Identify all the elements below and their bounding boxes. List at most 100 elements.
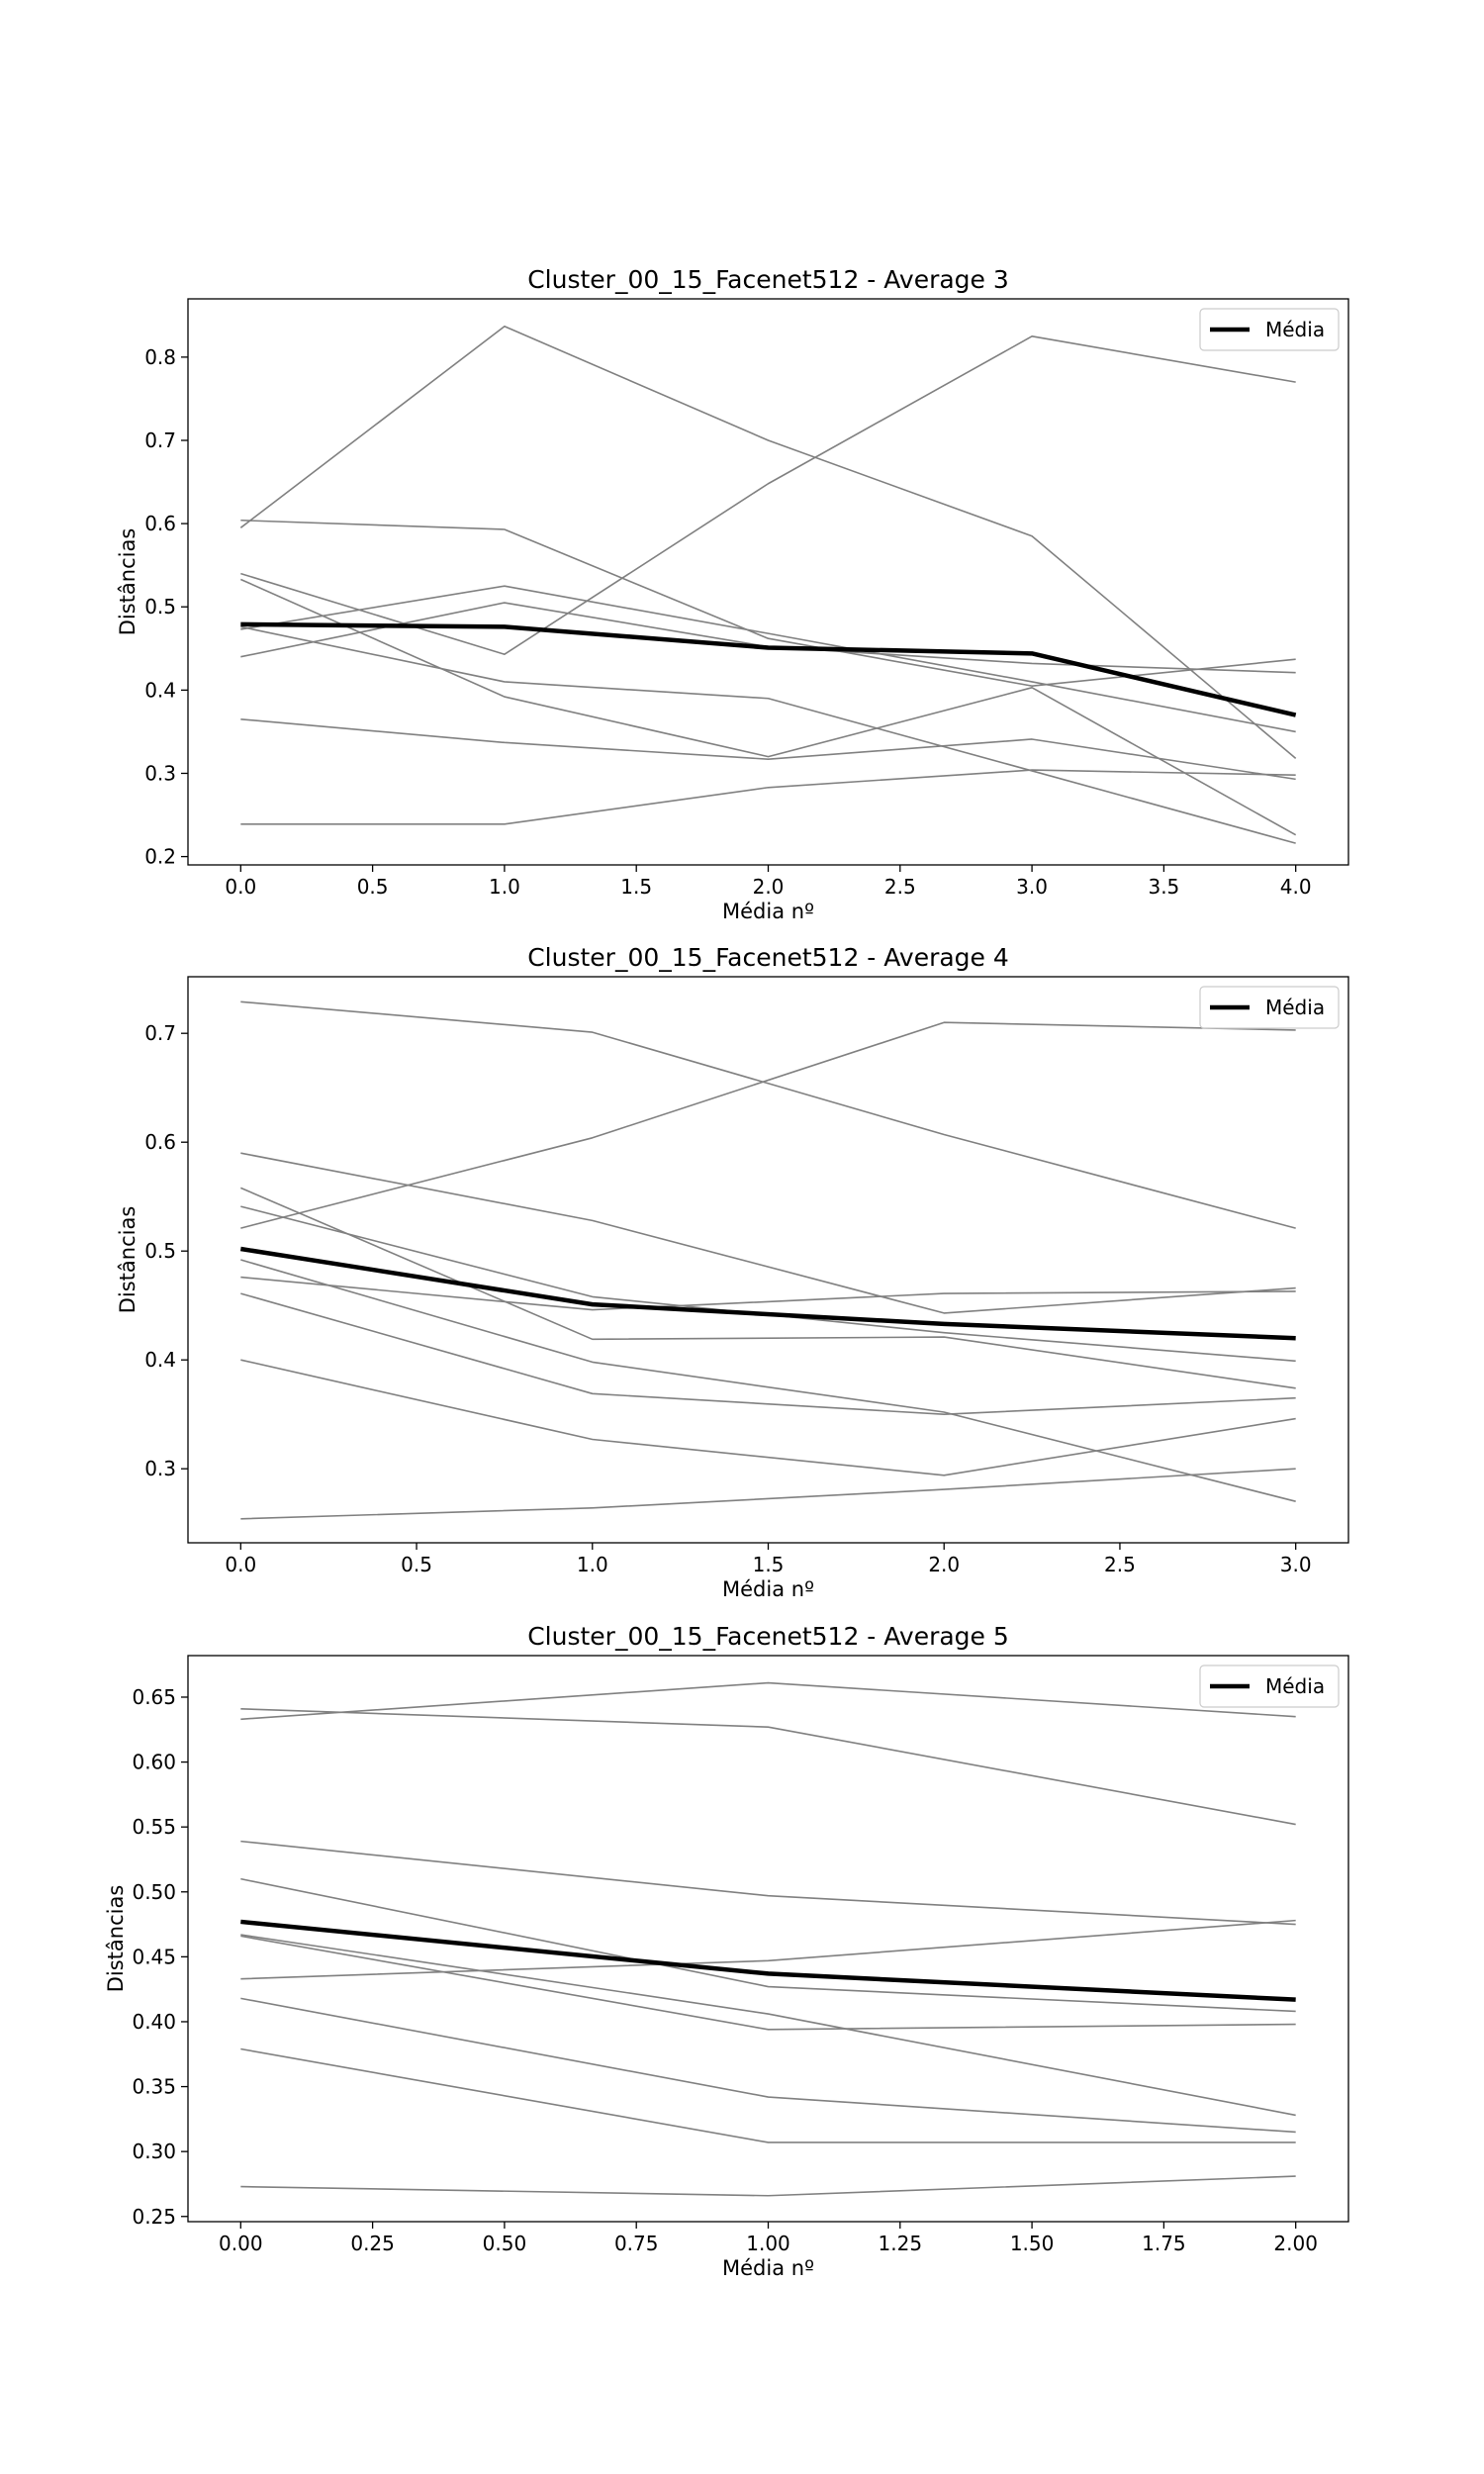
series-line-8 — [240, 1292, 1296, 1415]
y-tick-label: 0.7 — [144, 1021, 176, 1045]
series-line-4 — [240, 1877, 1296, 2013]
y-axis-label: Distâncias — [116, 1206, 139, 1314]
x-tick-label: 1.5 — [620, 875, 652, 899]
x-tick-label: 2.5 — [1104, 1553, 1136, 1576]
x-tick-label: 0.25 — [350, 2232, 395, 2255]
chart-title: Cluster_00_15_Facenet512 - Average 4 — [527, 943, 1009, 972]
series-lines — [240, 1681, 1296, 2197]
x-tick-label: 3.5 — [1148, 875, 1179, 899]
plot-area — [188, 1656, 1348, 2222]
mean-series-line — [240, 621, 1297, 717]
series-line-1 — [240, 1681, 1296, 1721]
y-axis-label: Distâncias — [116, 528, 139, 636]
y-tick-label: 0.8 — [144, 345, 176, 369]
series-line-5 — [240, 1919, 1296, 1980]
y-tick-label: 0.65 — [132, 1685, 176, 1709]
y-tick-label: 0.40 — [132, 2010, 176, 2034]
series-line-9 — [240, 1359, 1296, 1476]
x-tick-label: 4.0 — [1280, 875, 1312, 899]
y-tick-label: 0.60 — [132, 1751, 176, 1774]
x-tick-label: 1.25 — [879, 2232, 923, 2255]
series-line-2 — [240, 1021, 1296, 1229]
series-line-6 — [240, 625, 1296, 844]
y-tick-label: 0.55 — [132, 1815, 176, 1839]
chart-panel-2: 0.0 0.5 1.0 1.5 2.0 2.5 3.0 0.3 0.4 0.5 0.6 0.7 Clus… — [116, 943, 1349, 1601]
series-line-6 — [240, 1187, 1296, 1389]
chart-panel-1: 0.0 0.5 1.0 1.5 2.0 2.5 3.0 3.5 4.0 0.2 0.3 0.4 0.5 0… — [116, 265, 1349, 923]
series-line-7 — [240, 1934, 1296, 2117]
x-tick-label: 1.5 — [753, 1553, 785, 1576]
y-tick-label: 0.7 — [144, 428, 176, 452]
legend-label: Média — [1265, 996, 1325, 1019]
x-tick-label: 3.0 — [1280, 1553, 1312, 1576]
x-tick-label: 0.00 — [219, 2232, 263, 2255]
x-tick-label: 0.50 — [483, 2232, 527, 2255]
series-line-8 — [240, 1997, 1296, 2134]
x-tick-label: 1.0 — [489, 875, 520, 899]
x-tick-label: 0.5 — [401, 1553, 432, 1576]
x-tick-label: 2.5 — [884, 875, 916, 899]
x-tick-label: 3.0 — [1016, 875, 1048, 899]
x-tick-label: 2.0 — [753, 875, 785, 899]
x-tick-label: 1.75 — [1142, 2232, 1186, 2255]
y-tick-label: 0.35 — [132, 2075, 176, 2099]
y-tick-label: 0.5 — [144, 1239, 176, 1263]
x-tick-label: 0.0 — [225, 1553, 256, 1576]
chart-title: Cluster_00_15_Facenet512 - Average 5 — [527, 1622, 1009, 1651]
series-line-5 — [240, 1276, 1296, 1311]
y-tick-label: 0.3 — [144, 761, 176, 785]
y-tick-label: 0.6 — [144, 512, 176, 535]
series-line-9 — [240, 769, 1296, 825]
series-line-10 — [240, 1468, 1296, 1520]
mean-series-line — [239, 1246, 1296, 1341]
y-tick-label: 0.4 — [144, 678, 176, 702]
legend-box — [1199, 1665, 1340, 1708]
x-axis-label: Média nº — [722, 1577, 814, 1601]
chart-panel-3: 0.00 0.25 0.50 0.75 1.00 1.25 1.50 1.75 2.00 0.25… — [104, 1622, 1349, 2280]
y-tick-label: 0.4 — [144, 1348, 176, 1372]
series-line-2 — [240, 519, 1296, 687]
y-tick-label: 0.45 — [132, 1945, 176, 1968]
legend-label: Média — [1265, 1674, 1325, 1698]
x-tick-label: 2.00 — [1273, 2232, 1318, 2255]
series-line-1 — [239, 325, 1297, 759]
y-tick-label: 0.50 — [132, 1880, 176, 1904]
legend: Média — [1199, 308, 1340, 351]
legend-label: Média — [1265, 318, 1325, 341]
legend: Média — [1199, 986, 1340, 1029]
series-line-8 — [240, 717, 1296, 781]
series-lines — [239, 1000, 1296, 1520]
legend-box — [1199, 986, 1340, 1029]
mean-series-line — [240, 1919, 1296, 2002]
series-line-3 — [240, 1840, 1296, 1926]
series-line-6 — [240, 1935, 1296, 2031]
y-tick-label: 0.3 — [144, 1457, 176, 1480]
plot-area — [188, 977, 1348, 1543]
x-tick-label: 1.50 — [1010, 2232, 1055, 2255]
series-line-2 — [240, 1707, 1296, 1826]
x-axis-label: Média nº — [722, 2256, 814, 2280]
x-tick-label: 0.75 — [614, 2232, 659, 2255]
y-tick-label: 0.2 — [144, 845, 176, 869]
y-axis-label: Distâncias — [104, 1885, 128, 1993]
x-axis-label: Média nº — [722, 900, 814, 923]
plot-area — [188, 299, 1348, 865]
x-tick-label: 2.0 — [928, 1553, 960, 1576]
series-lines — [239, 325, 1297, 844]
x-tick-label: 0.5 — [357, 875, 389, 899]
x-tick-label: 1.0 — [577, 1553, 608, 1576]
chart-title: Cluster_00_15_Facenet512 - Average 3 — [527, 265, 1009, 294]
y-tick-label: 0.30 — [132, 2140, 176, 2163]
series-line-3 — [240, 1152, 1296, 1314]
y-tick-label: 0.5 — [144, 595, 176, 618]
series-line-5 — [240, 585, 1296, 733]
series-line-10 — [240, 2175, 1296, 2197]
series-line-7 — [240, 1259, 1296, 1502]
series-line-7 — [239, 578, 1297, 836]
y-tick-label: 0.25 — [132, 2205, 176, 2229]
legend-box — [1199, 308, 1340, 351]
x-tick-label: 1.00 — [746, 2232, 790, 2255]
x-tick-label: 0.0 — [225, 875, 256, 899]
legend: Média — [1199, 1665, 1340, 1708]
